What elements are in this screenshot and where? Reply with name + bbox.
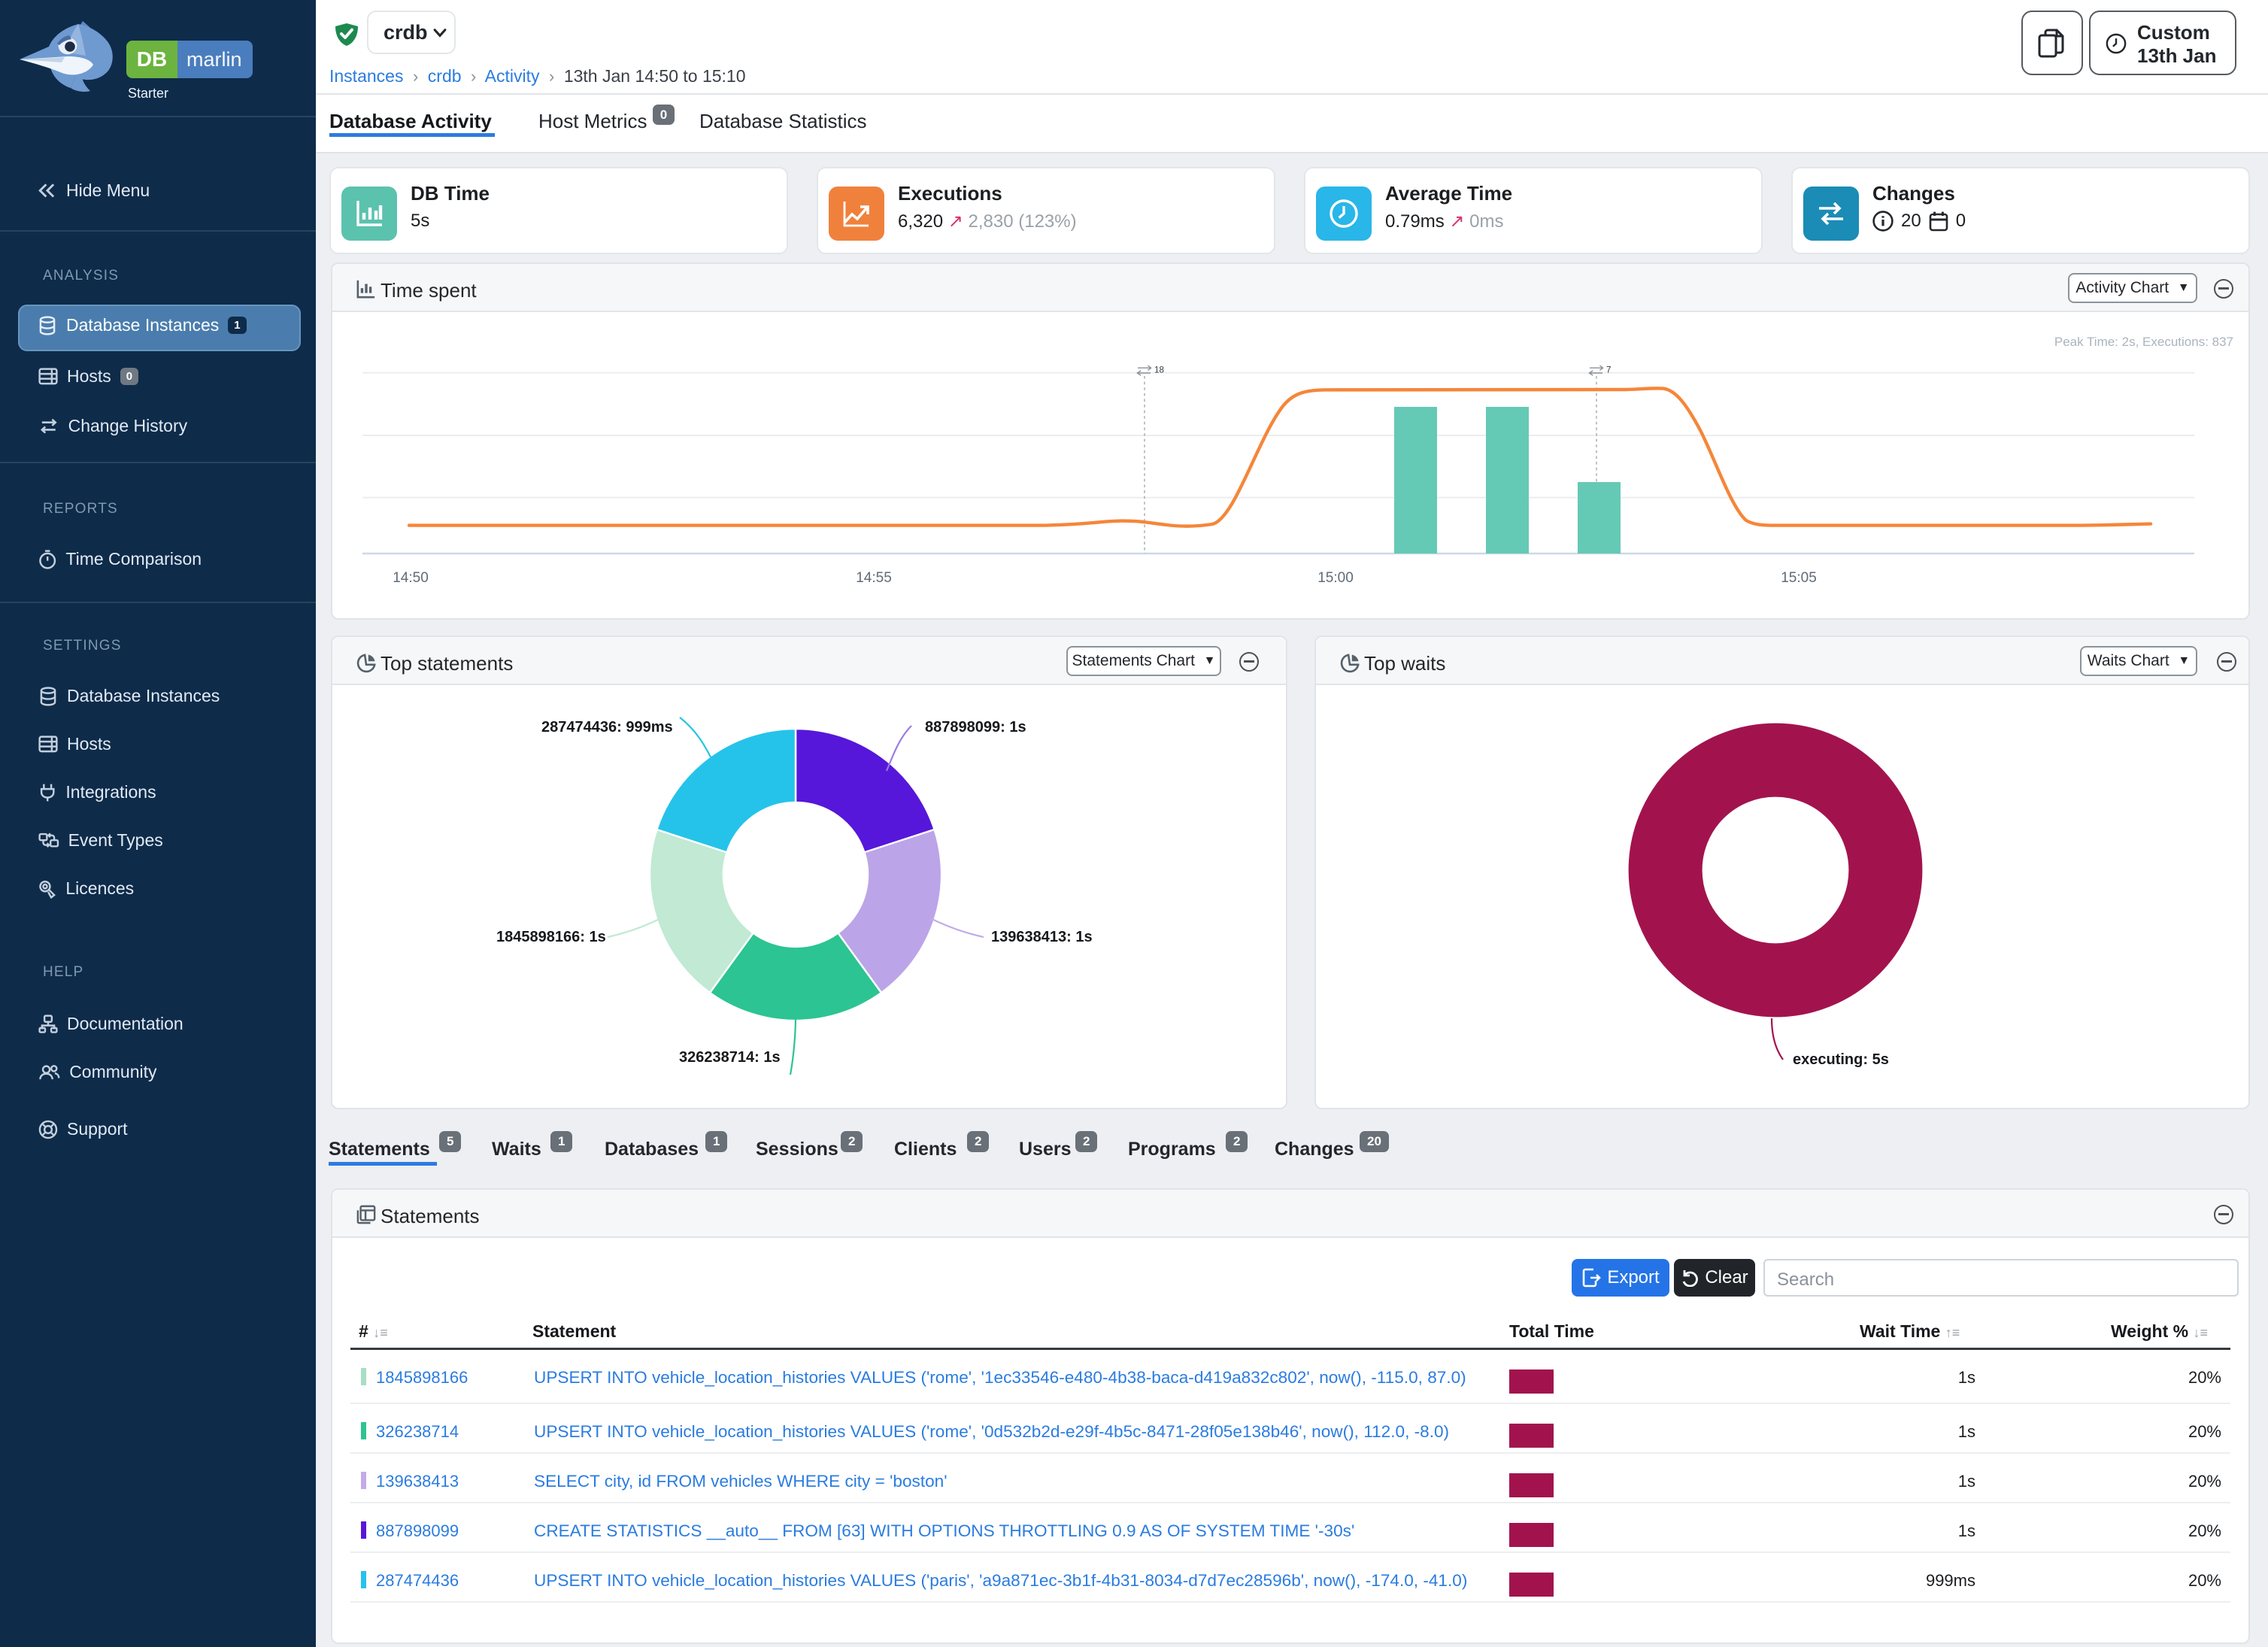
svg-text:executing: 5s: executing: 5s [1793, 1051, 1889, 1068]
svg-text:14:55: 14:55 [856, 570, 892, 586]
svg-text:287474436: 999ms: 287474436: 999ms [541, 719, 673, 736]
svg-text:15:00: 15:00 [1317, 570, 1354, 586]
svg-text:Peak Time: 2s, Executions: 837: Peak Time: 2s, Executions: 837 [2054, 335, 2233, 349]
svg-text:139638413: 1s: 139638413: 1s [991, 929, 1093, 945]
svg-text:14:50: 14:50 [393, 570, 429, 586]
svg-text:18: 18 [1154, 365, 1164, 375]
svg-text:887898099: 1s: 887898099: 1s [925, 719, 1026, 736]
svg-text:1845898166: 1s: 1845898166: 1s [496, 929, 606, 945]
svg-text:15:05: 15:05 [1781, 570, 1817, 586]
svg-text:7: 7 [1606, 365, 1611, 375]
svg-text:326238714: 1s: 326238714: 1s [679, 1049, 781, 1066]
